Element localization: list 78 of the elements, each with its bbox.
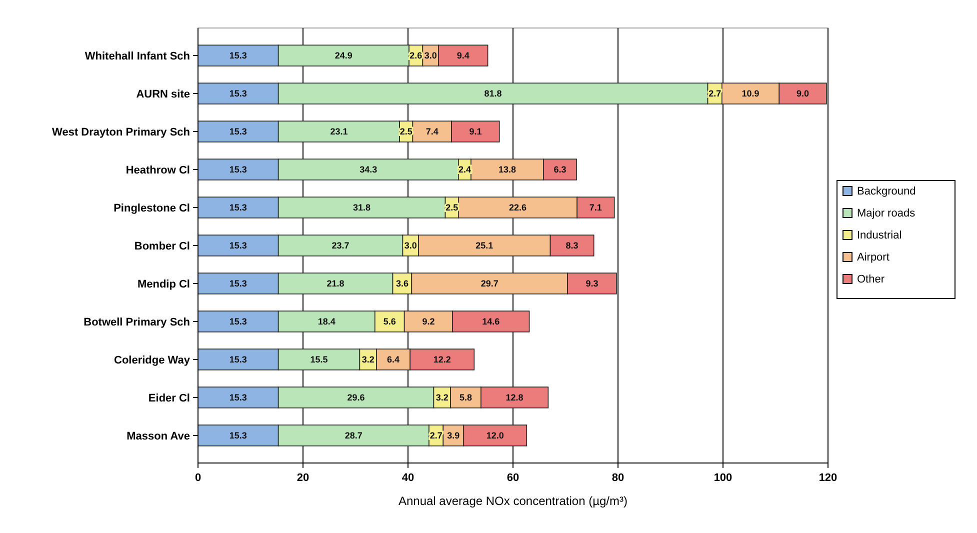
data-label: 15.3 (229, 354, 247, 365)
legend-label: Major roads (857, 207, 916, 220)
data-label: 12.8 (506, 392, 524, 403)
data-label: 12.0 (486, 430, 504, 441)
y-tick-label: AURN site (136, 88, 190, 100)
x-tick-label: 60 (506, 472, 520, 484)
y-tick-label: Whitehall Infant Sch (84, 50, 190, 62)
data-label: 2.5 (400, 126, 412, 137)
y-tick-label: Botwell Primary Sch (84, 316, 190, 328)
data-label: 31.8 (353, 202, 371, 213)
data-label: 15.3 (229, 88, 247, 99)
x-tick-label: 20 (296, 472, 310, 484)
x-tick-label: 120 (818, 472, 838, 484)
data-label: 12.2 (433, 354, 451, 365)
data-label: 15.3 (229, 164, 247, 175)
y-tick-label: Heathrow Cl (126, 164, 190, 176)
data-label: 2.7 (708, 88, 722, 99)
x-tick-label: 0 (194, 472, 202, 484)
data-label: 3.2 (362, 354, 374, 365)
data-label: 10.9 (742, 88, 760, 99)
data-label: 6.4 (387, 354, 400, 365)
y-tick-label: Pinglestone Cl (114, 202, 190, 214)
data-label: 15.3 (229, 202, 247, 213)
data-label: 15.3 (229, 430, 247, 441)
data-label: 9.2 (422, 316, 435, 327)
data-label: 25.1 (476, 240, 494, 251)
data-label: 81.8 (484, 88, 502, 99)
data-label: 3.6 (396, 278, 408, 289)
data-label: 3.0 (404, 240, 417, 251)
legend-label: Airport (857, 251, 890, 264)
data-label: 5.8 (459, 392, 472, 403)
data-label: 23.7 (332, 240, 350, 251)
data-label: 7.4 (426, 126, 438, 137)
data-label: 15.3 (229, 316, 247, 327)
data-label: 8.3 (566, 240, 578, 251)
data-label: 15.3 (229, 278, 247, 289)
data-label: 14.6 (482, 316, 500, 327)
data-label: 18.4 (318, 316, 336, 327)
data-label: 21.8 (326, 278, 344, 289)
data-label: 2.6 (410, 50, 422, 61)
data-label: 6.3 (554, 164, 566, 175)
x-axis-title: Annual average NOx concentration (µg/m³) (398, 494, 628, 508)
data-label: 15.3 (229, 50, 247, 61)
y-tick-label: Mendip Cl (137, 278, 190, 290)
x-tick-label: 40 (402, 472, 414, 484)
data-label: 22.6 (508, 202, 526, 213)
y-tick-label: Masson Ave (126, 430, 190, 442)
data-label: 34.3 (360, 164, 378, 175)
legend-label: Background (857, 185, 916, 198)
y-tick-label: Bomber Cl (134, 240, 190, 252)
y-tick-label: Eider Cl (148, 392, 190, 404)
data-label: 3.9 (447, 430, 460, 441)
data-label: 9.3 (586, 278, 598, 289)
data-label: 24.9 (334, 50, 352, 61)
data-label: 29.7 (480, 278, 498, 289)
x-tick-label: 100 (714, 472, 732, 484)
data-label: 13.8 (498, 164, 516, 175)
x-tick-label: 80 (612, 472, 624, 484)
data-label: 15.3 (229, 240, 247, 251)
data-label: 2.5 (446, 202, 458, 213)
data-label: 2.7 (430, 430, 442, 441)
data-label: 9.1 (469, 126, 482, 137)
data-label: 15.3 (229, 392, 247, 403)
data-label: 29.6 (347, 392, 365, 403)
legend-label: Industrial (857, 229, 902, 242)
y-tick-label: Coleridge Way (114, 354, 191, 366)
data-label: 15.5 (310, 354, 328, 365)
data-label: 5.6 (383, 316, 396, 327)
data-label: 9.4 (456, 50, 470, 61)
y-tick-label: West Drayton Primary Sch (52, 126, 190, 138)
data-label: 3.2 (436, 392, 448, 403)
data-label: 23.1 (330, 126, 348, 137)
data-label: 7.1 (589, 202, 602, 213)
data-label: 28.7 (344, 430, 362, 441)
legend-label: Other (857, 273, 885, 286)
data-label: 9.0 (796, 88, 810, 99)
data-label: 15.3 (229, 126, 247, 137)
data-label: 3.0 (424, 50, 437, 61)
